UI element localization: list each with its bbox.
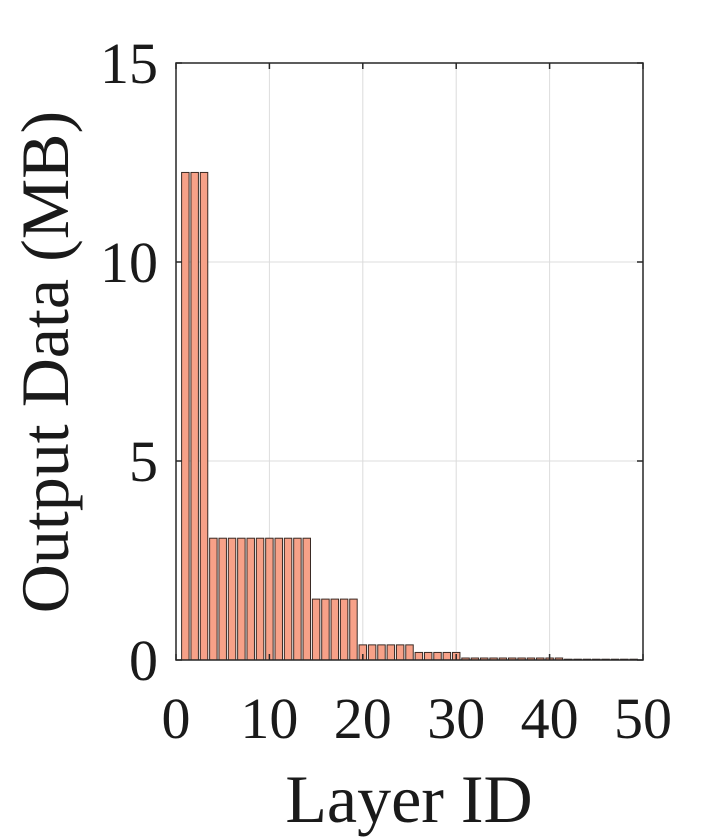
y-tick-label: 10 [100,230,158,295]
x-tick-label: 0 [162,686,191,751]
bar [414,651,424,661]
x-tick-label: 40 [521,686,579,751]
y-axis-title: Output Data (MB) [7,111,83,613]
bar [293,537,302,661]
grid [176,63,643,660]
y-tick-label: 0 [129,628,158,693]
bar [181,171,190,661]
bar [330,598,340,661]
bar [265,537,274,661]
bar [433,651,442,661]
y-tick-label: 5 [129,429,158,494]
bar [246,537,255,661]
bar [311,598,321,661]
bar [367,644,377,661]
bar [255,537,265,661]
bar [199,171,209,661]
x-axis-title: Layer ID [285,761,532,837]
bar [395,644,405,661]
bar [339,598,349,661]
bar [274,537,283,661]
bar [227,537,237,661]
bar [423,651,433,661]
x-tick-label: 10 [240,686,298,751]
x-tick-labels: 0 10 20 30 40 50 [162,686,673,751]
y-tick-labels: 0 5 10 15 [100,31,158,693]
y-tick-label: 15 [100,31,158,96]
bar [237,537,246,661]
bar [209,537,218,661]
x-tick-label: 50 [614,686,672,751]
bar [218,537,227,661]
x-tick-label: 20 [334,686,392,751]
bar [190,171,199,661]
bar [377,644,386,661]
bar [405,644,414,661]
bars [181,171,638,661]
axis-ticks [175,62,644,661]
bar [386,644,396,661]
bar [321,598,330,661]
x-tick-label: 30 [427,686,485,751]
bar [349,598,358,661]
plot-frame [175,62,644,661]
bar [302,537,311,661]
bar [283,537,293,661]
bar [442,651,452,661]
